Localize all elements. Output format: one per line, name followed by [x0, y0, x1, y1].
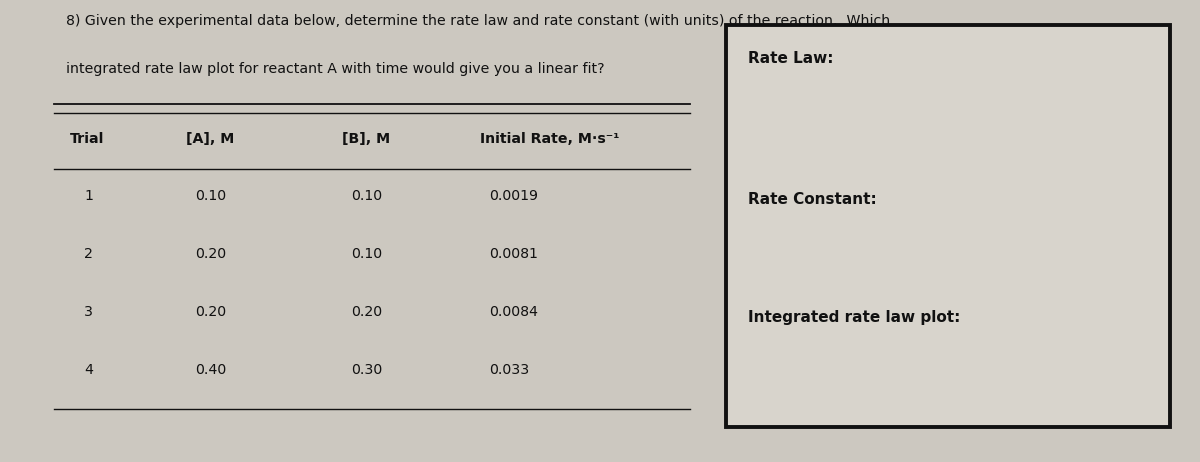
- Text: 0.20: 0.20: [352, 305, 383, 319]
- Text: 0.20: 0.20: [196, 247, 227, 261]
- Text: Trial: Trial: [70, 132, 104, 146]
- Text: [B], M: [B], M: [342, 132, 390, 146]
- Text: 0.10: 0.10: [196, 189, 227, 203]
- Text: 3: 3: [84, 305, 94, 319]
- Text: Integrated rate law plot:: Integrated rate law plot:: [748, 310, 960, 324]
- Text: 0.10: 0.10: [352, 247, 383, 261]
- FancyBboxPatch shape: [726, 25, 1170, 427]
- Text: Rate Constant:: Rate Constant:: [748, 192, 876, 207]
- Text: 0.10: 0.10: [352, 189, 383, 203]
- Text: 4: 4: [84, 363, 94, 377]
- Text: [A], M: [A], M: [186, 132, 234, 146]
- Text: 0.20: 0.20: [196, 305, 227, 319]
- Text: 2: 2: [84, 247, 92, 261]
- Text: 0.033: 0.033: [490, 363, 530, 377]
- Text: 0.0084: 0.0084: [490, 305, 539, 319]
- Text: 0.40: 0.40: [196, 363, 227, 377]
- Text: Initial Rate, M·s⁻¹: Initial Rate, M·s⁻¹: [480, 132, 619, 146]
- Text: 0.0019: 0.0019: [490, 189, 539, 203]
- Text: 0.30: 0.30: [352, 363, 383, 377]
- Text: 1: 1: [84, 189, 92, 203]
- Text: Rate Law:: Rate Law:: [748, 51, 833, 66]
- Text: integrated rate law plot for reactant A with time would give you a linear fit?: integrated rate law plot for reactant A …: [66, 62, 605, 76]
- Text: 0.0081: 0.0081: [490, 247, 539, 261]
- Text: 8) Given the experimental data below, determine the rate law and rate constant (: 8) Given the experimental data below, de…: [66, 14, 890, 28]
